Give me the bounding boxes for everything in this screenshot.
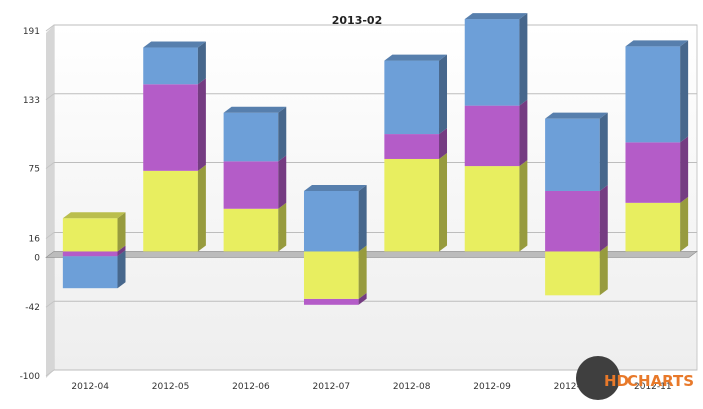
bar-top-face bbox=[384, 54, 448, 61]
bar-segment bbox=[143, 170, 198, 252]
bar-segment-side bbox=[439, 128, 448, 159]
bar-segment-side bbox=[599, 184, 608, 252]
bar-segment-side bbox=[599, 245, 608, 296]
bar-segment bbox=[625, 202, 681, 252]
gridline-side bbox=[45, 300, 55, 308]
bar-segment-side bbox=[680, 40, 689, 143]
chart-title: 2013-02 bbox=[332, 14, 383, 27]
bar-segment-side bbox=[358, 184, 367, 252]
y-tick-label: 0 bbox=[34, 253, 40, 263]
bar-top-face bbox=[464, 13, 528, 20]
bar-segment-side bbox=[358, 292, 367, 305]
bar-segment-side bbox=[278, 106, 287, 162]
bar-segment-side bbox=[439, 152, 448, 252]
bar-segment bbox=[62, 256, 118, 289]
bar-segment bbox=[62, 218, 118, 252]
y-tick-label: -100 bbox=[20, 372, 41, 382]
bar-segment-side bbox=[117, 212, 126, 252]
zero-plane bbox=[45, 251, 698, 258]
gridline-side bbox=[45, 162, 55, 169]
bar-segment bbox=[464, 166, 520, 252]
bar-segment-side bbox=[519, 99, 528, 167]
bar-segment bbox=[303, 298, 359, 305]
x-tick-label: 2012-04 bbox=[71, 382, 109, 392]
y-tick-label: 191 bbox=[23, 27, 40, 37]
bar-segment-side bbox=[680, 136, 689, 203]
gridline-side bbox=[45, 93, 55, 101]
watermark-logo: HD CHARTS bbox=[576, 356, 694, 400]
bar-segment-side bbox=[680, 196, 689, 252]
bar-segment bbox=[143, 84, 198, 171]
gridline-side bbox=[45, 369, 55, 377]
bar-segment-side bbox=[358, 245, 367, 299]
bar-segment bbox=[464, 19, 520, 106]
bar-segment-side bbox=[439, 54, 448, 135]
gridline-side bbox=[45, 232, 55, 239]
bar-segment bbox=[223, 161, 279, 209]
bar-segment-side bbox=[197, 164, 206, 252]
x-tick-label: 2012-05 bbox=[152, 382, 190, 392]
bar-segment bbox=[545, 118, 600, 191]
bar-segment bbox=[625, 142, 681, 203]
bar-top-face bbox=[545, 112, 608, 119]
bar-segment bbox=[625, 46, 681, 143]
bar-segment-side bbox=[519, 160, 528, 252]
bar-segment bbox=[384, 60, 440, 135]
bar-segment bbox=[143, 47, 198, 85]
bar-top-face bbox=[143, 41, 206, 48]
bar-segment bbox=[384, 158, 440, 252]
bar-segment-side bbox=[197, 41, 206, 85]
bar-segment-side bbox=[519, 13, 528, 106]
watermark-circle bbox=[576, 356, 620, 400]
bar-segment-side bbox=[278, 155, 287, 209]
y-tick-label: -42 bbox=[25, 303, 40, 313]
bar-top-face bbox=[62, 212, 126, 219]
bar-segment bbox=[545, 251, 600, 296]
bar-segment-side bbox=[599, 112, 608, 191]
bar-segment bbox=[545, 190, 600, 252]
y-tick-label: 16 bbox=[29, 234, 41, 244]
bar-segment bbox=[303, 251, 359, 299]
bar-segment bbox=[464, 105, 520, 167]
x-tick-label: 2012-07 bbox=[313, 382, 351, 392]
bar-segment-side bbox=[117, 245, 126, 257]
bar-segment bbox=[384, 134, 440, 159]
bar-top-face bbox=[223, 106, 287, 113]
bars-layer bbox=[62, 13, 689, 305]
bar-segment-side bbox=[117, 250, 126, 289]
bar-segment bbox=[62, 251, 118, 257]
watermark-hd: HD bbox=[604, 372, 629, 390]
y-tick-label: 133 bbox=[23, 96, 40, 106]
x-tick-label: 2012-11 bbox=[634, 382, 672, 392]
watermark-charts: CHARTS bbox=[627, 372, 694, 390]
bar-segment bbox=[223, 112, 279, 162]
x-tick-label: 2012-09 bbox=[473, 382, 511, 392]
gridline-side bbox=[45, 24, 55, 32]
x-tick-label: 2012-08 bbox=[393, 382, 431, 392]
x-tick-label: 2012-10 bbox=[554, 382, 592, 392]
x-tick-label: 2012-06 bbox=[232, 382, 270, 392]
y-tick-label: 75 bbox=[29, 165, 40, 175]
plot-side-wall bbox=[46, 25, 54, 378]
bar-segment-side bbox=[278, 202, 287, 252]
bar-segment bbox=[223, 208, 279, 252]
bar-segment bbox=[303, 190, 359, 252]
bar-segment-side bbox=[197, 78, 206, 171]
bar-top-face bbox=[625, 40, 689, 47]
axis-layer: 191 133 75 16 0 -42 -100 2012-04 2012-05 2012-06 2… bbox=[20, 27, 672, 392]
bar-top-face bbox=[303, 184, 367, 191]
